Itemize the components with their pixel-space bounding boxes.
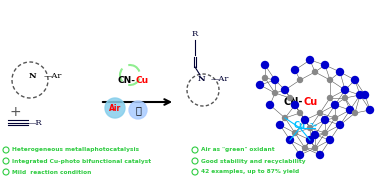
Circle shape bbox=[311, 132, 319, 138]
Circle shape bbox=[367, 107, 373, 114]
Circle shape bbox=[313, 145, 318, 150]
Circle shape bbox=[282, 116, 288, 120]
Circle shape bbox=[266, 102, 274, 109]
Text: N: N bbox=[197, 75, 205, 83]
Text: Heterogeneous metallaphotocatalysis: Heterogeneous metallaphotocatalysis bbox=[12, 147, 139, 152]
Circle shape bbox=[332, 102, 339, 109]
Circle shape bbox=[302, 145, 307, 150]
Circle shape bbox=[288, 96, 293, 100]
Circle shape bbox=[262, 62, 268, 69]
Circle shape bbox=[341, 87, 349, 93]
Text: Cu: Cu bbox=[294, 120, 306, 129]
Circle shape bbox=[327, 96, 333, 100]
Circle shape bbox=[307, 57, 313, 64]
Circle shape bbox=[296, 152, 304, 159]
Text: R: R bbox=[192, 30, 198, 38]
Circle shape bbox=[322, 130, 327, 136]
Circle shape bbox=[322, 62, 328, 69]
Text: —R: —R bbox=[28, 119, 43, 127]
Circle shape bbox=[302, 116, 308, 123]
Text: 42 examples, up to 87% yield: 42 examples, up to 87% yield bbox=[201, 170, 299, 174]
Text: —Ar: —Ar bbox=[211, 75, 229, 83]
Text: Cu: Cu bbox=[135, 75, 148, 84]
Circle shape bbox=[105, 98, 125, 118]
Circle shape bbox=[291, 66, 299, 73]
Circle shape bbox=[276, 122, 284, 129]
Circle shape bbox=[336, 122, 344, 129]
Circle shape bbox=[327, 78, 333, 82]
Text: 2+: 2+ bbox=[310, 123, 318, 128]
Circle shape bbox=[336, 69, 344, 75]
Circle shape bbox=[257, 82, 263, 89]
Circle shape bbox=[327, 136, 333, 143]
Text: Good stability and recyclability: Good stability and recyclability bbox=[201, 159, 306, 163]
Circle shape bbox=[342, 96, 347, 100]
Text: +: + bbox=[9, 105, 21, 119]
Circle shape bbox=[262, 75, 268, 80]
Text: CN-: CN- bbox=[284, 97, 303, 107]
Text: Cu: Cu bbox=[303, 97, 317, 107]
Circle shape bbox=[347, 107, 353, 114]
Circle shape bbox=[352, 76, 358, 84]
Text: CN-: CN- bbox=[117, 75, 135, 84]
Circle shape bbox=[353, 111, 358, 116]
Circle shape bbox=[313, 69, 318, 75]
Circle shape bbox=[282, 87, 288, 93]
Circle shape bbox=[307, 136, 313, 143]
Text: Air as "green" oxidant: Air as "green" oxidant bbox=[201, 147, 275, 152]
Text: 💡: 💡 bbox=[135, 105, 141, 115]
Circle shape bbox=[333, 116, 338, 120]
Text: Integrated Cu-photo bifunctional catalyst: Integrated Cu-photo bifunctional catalys… bbox=[12, 159, 151, 163]
Circle shape bbox=[287, 136, 293, 143]
Circle shape bbox=[129, 101, 147, 119]
Circle shape bbox=[322, 116, 328, 123]
Circle shape bbox=[297, 78, 302, 82]
Circle shape bbox=[297, 111, 302, 116]
Circle shape bbox=[273, 91, 277, 96]
Circle shape bbox=[318, 111, 322, 116]
Text: Mild  reaction condition: Mild reaction condition bbox=[12, 170, 91, 174]
Circle shape bbox=[361, 91, 369, 98]
Text: Air: Air bbox=[109, 103, 121, 112]
Circle shape bbox=[293, 130, 297, 136]
Circle shape bbox=[356, 91, 364, 98]
Circle shape bbox=[291, 102, 299, 109]
Text: N: N bbox=[28, 72, 36, 80]
Circle shape bbox=[307, 125, 313, 130]
Circle shape bbox=[316, 152, 324, 159]
Circle shape bbox=[271, 76, 279, 84]
Text: —Ar: —Ar bbox=[44, 72, 62, 80]
